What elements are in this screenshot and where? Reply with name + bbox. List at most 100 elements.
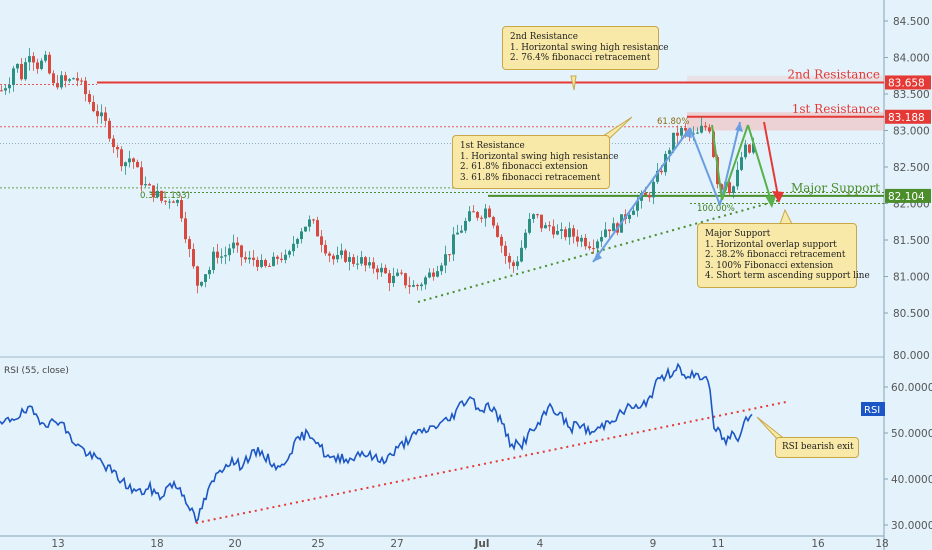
candle-body xyxy=(196,266,199,286)
candle-body xyxy=(428,272,431,278)
candle-body xyxy=(496,225,499,237)
candle-body xyxy=(220,256,223,258)
candle-body xyxy=(516,261,519,267)
candle-body xyxy=(676,132,679,136)
candle-body xyxy=(8,84,11,89)
candle-body xyxy=(288,251,291,255)
candle-body xyxy=(588,246,591,249)
candle-body xyxy=(404,273,407,286)
candle-body xyxy=(324,244,327,254)
candle-body xyxy=(36,62,39,69)
note-line: 1. Horizontal swing high resistance xyxy=(460,151,619,162)
note-line: 1. Horizontal overlap support xyxy=(705,239,837,250)
candle-body xyxy=(376,268,379,273)
candle-body xyxy=(512,262,515,267)
candle-body xyxy=(52,73,55,84)
time-tick-label: 13 xyxy=(51,538,64,550)
candle-body xyxy=(532,214,535,219)
candle-body xyxy=(304,226,307,232)
candle-body xyxy=(488,208,491,218)
candle-body xyxy=(192,249,195,267)
price-tick-label: 80.000 xyxy=(893,350,930,362)
candle-body xyxy=(148,184,151,186)
candle-body xyxy=(380,267,383,273)
candle-body xyxy=(520,247,523,262)
candle-body xyxy=(328,253,331,256)
rsi-trendline xyxy=(195,401,787,524)
time-tick-label: 11 xyxy=(711,538,724,550)
note-second-resistance: 2nd Resistance 1. Horizontal swing high … xyxy=(502,26,669,70)
candle-body xyxy=(696,132,699,134)
level-value-text: 83.658 xyxy=(888,77,925,89)
candle-body xyxy=(340,250,343,255)
candle-body xyxy=(372,262,375,269)
candle-body xyxy=(444,254,447,266)
candle-body xyxy=(280,258,283,260)
candle-body xyxy=(44,54,47,61)
price-tick-label: 84.000 xyxy=(893,53,930,65)
candle-body xyxy=(612,223,615,232)
candle-body xyxy=(264,260,267,266)
candle-body xyxy=(572,228,575,237)
candle-body xyxy=(548,225,551,227)
rsi-tick-label: 50.0000 xyxy=(891,428,932,440)
candle-body xyxy=(556,230,559,235)
candle-body xyxy=(692,133,695,135)
candle-body xyxy=(68,79,71,81)
rsi-legend-text: RSI xyxy=(864,405,880,416)
time-tick-label: 16 xyxy=(811,538,825,550)
price-tick-label: 80.500 xyxy=(893,308,930,320)
candle-body xyxy=(580,237,583,242)
candle-body xyxy=(412,285,415,287)
candle-body xyxy=(28,56,31,63)
candle-body xyxy=(112,138,115,148)
resistance-zone-2 xyxy=(687,75,884,82)
candle-body xyxy=(600,237,603,242)
price-tick-label: 83.000 xyxy=(893,126,930,138)
note-line: 4. Short term ascending support line xyxy=(705,271,870,281)
time-tick-label: 20 xyxy=(228,538,241,550)
note-line: 3. 61.8% fibonacci retracement xyxy=(460,172,601,183)
level-name-label: Major Support xyxy=(791,181,880,195)
candle-body xyxy=(660,170,663,173)
note-line: 2. 61.8% fibonacci extension xyxy=(460,162,588,172)
candle-body xyxy=(184,218,187,240)
candle-body xyxy=(460,230,463,233)
price-tick-label: 83.500 xyxy=(893,89,930,101)
candle-body xyxy=(392,275,395,284)
candle-body xyxy=(604,229,607,238)
candle-body xyxy=(704,125,707,128)
fib-label-618: 61.80% xyxy=(657,117,689,127)
rsi-legend-badge xyxy=(861,402,885,416)
candle-body xyxy=(260,260,263,267)
candle-body xyxy=(300,231,303,240)
candle-body xyxy=(712,131,715,157)
note-rsi-exit: RSI bearish exit xyxy=(775,437,859,458)
candle-body xyxy=(332,255,335,260)
candle-body xyxy=(508,256,511,263)
candle-body xyxy=(732,186,735,194)
level-value-badge xyxy=(885,75,931,90)
candle-body xyxy=(248,257,251,260)
candle-body xyxy=(252,257,255,260)
candle-body xyxy=(232,242,235,249)
candle-body xyxy=(560,229,563,231)
candle-body xyxy=(84,80,87,95)
candle-body xyxy=(20,63,23,80)
arrow-head xyxy=(684,128,692,138)
candle-body xyxy=(536,214,539,216)
price-tick-label: 84.500 xyxy=(893,16,930,28)
candle-body xyxy=(576,236,579,242)
arrow-head xyxy=(735,122,743,132)
candle-body xyxy=(216,251,219,258)
level-value-text: 82.104 xyxy=(888,191,925,203)
note-line: 2. 38.2% fibonacci retracement xyxy=(705,250,846,260)
candle-body xyxy=(436,271,439,277)
note-first-resistance: 1st Resistance 1. Horizontal swing high … xyxy=(452,135,619,189)
level-name-label: 2nd Resistance xyxy=(787,67,880,81)
note-line: 2nd Resistance xyxy=(510,32,578,42)
candle-body xyxy=(296,239,299,244)
candle-body xyxy=(452,234,455,255)
candle-body xyxy=(752,143,755,153)
level-value-badge xyxy=(885,109,931,124)
